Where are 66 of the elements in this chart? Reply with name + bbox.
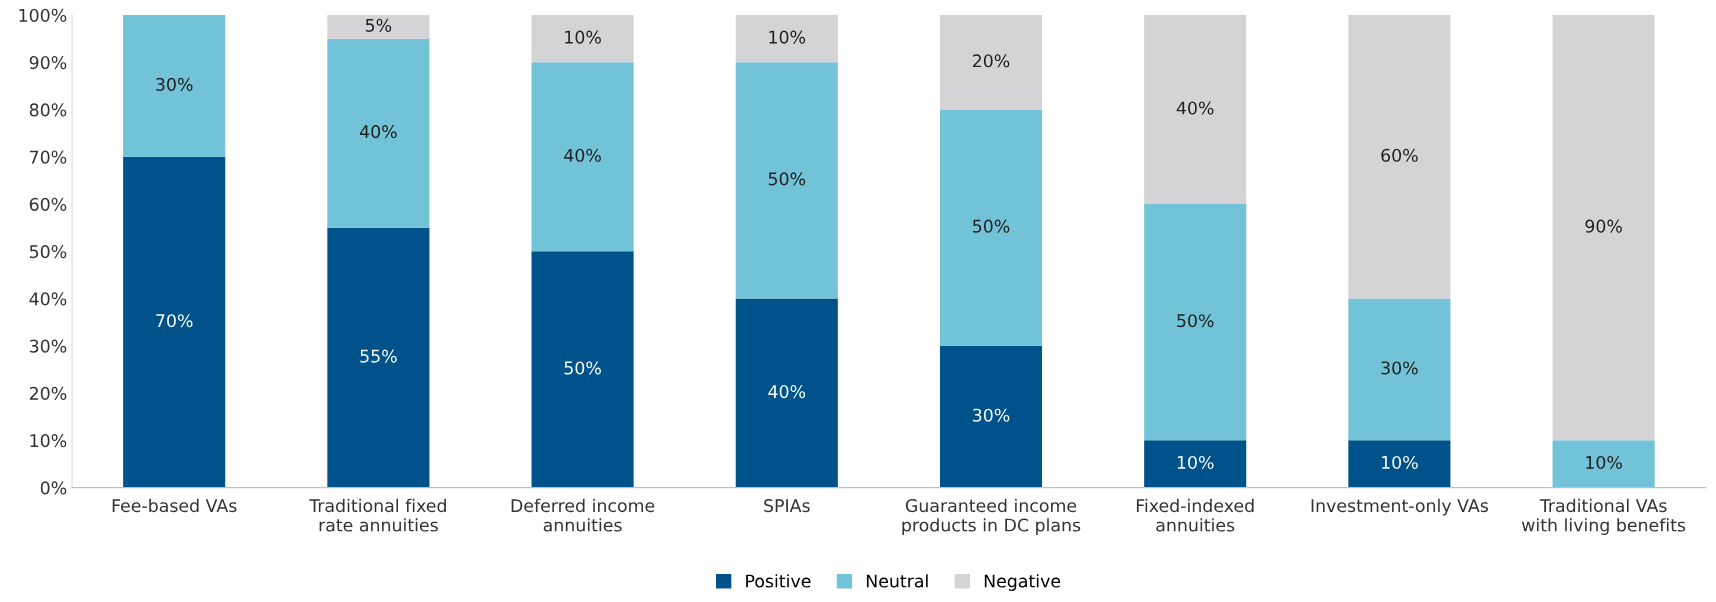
- data-label: 70%: [156, 314, 193, 328]
- data-label: 20%: [972, 54, 1010, 68]
- bar: [1348, 298, 1451, 441]
- y-tick-label: 90%: [29, 56, 67, 70]
- x-tick-label: Fee-based VAs: [112, 498, 237, 513]
- y-tick-label: 40%: [29, 292, 67, 306]
- bar: [735, 62, 838, 299]
- bar: [327, 38, 430, 228]
- bar: [1348, 15, 1451, 299]
- y-tick-label: 50%: [29, 245, 67, 259]
- bar: [327, 227, 430, 488]
- bar: [939, 109, 1043, 346]
- data-label: 10%: [1177, 455, 1214, 470]
- bar: [1348, 440, 1451, 488]
- data-label: 50%: [768, 172, 806, 186]
- bar: [123, 15, 226, 157]
- y-tick-label: 30%: [29, 339, 67, 353]
- bar: [1144, 440, 1247, 488]
- y-tick-label: 100%: [19, 8, 67, 22]
- data-label: 10%: [565, 30, 601, 44]
- data-label: 10%: [1382, 455, 1418, 470]
- data-label: 50%: [973, 219, 1010, 233]
- x-tick-label: Investment-only VAs: [1311, 498, 1488, 516]
- bar: [1144, 204, 1247, 441]
- y-tick-label: 60%: [29, 197, 67, 211]
- bar: [735, 298, 838, 488]
- bar: [1144, 15, 1247, 205]
- data-label: 30%: [156, 77, 193, 91]
- bar: [123, 156, 226, 488]
- x-tick-label: SPIAs: [764, 499, 810, 513]
- bar: [531, 15, 634, 63]
- y-tick-label: 80%: [29, 103, 67, 117]
- data-label: 30%: [973, 408, 1010, 422]
- data-label: 50%: [564, 361, 601, 375]
- legend-label: Negative: [984, 574, 1061, 591]
- data-label: 90%: [1585, 219, 1622, 233]
- legend-label: Positive: [746, 574, 811, 588]
- bar: [939, 345, 1043, 488]
- x-tick-label: Fixed-indexed annuities: [1136, 498, 1254, 532]
- bar: [735, 15, 838, 63]
- data-label: 5%: [365, 18, 392, 32]
- data-label: 40%: [768, 385, 806, 399]
- data-label: 60%: [1381, 148, 1418, 162]
- y-tick-label: 20%: [29, 386, 67, 400]
- data-label: 10%: [769, 30, 806, 44]
- data-label: 40%: [1176, 101, 1214, 115]
- y-tick-label: 70%: [30, 150, 67, 164]
- bar: [531, 62, 634, 252]
- data-label: 55%: [360, 349, 397, 363]
- data-label: 50%: [1177, 314, 1214, 328]
- x-tick-label: Guaranteed income products in DC plans: [902, 498, 1081, 535]
- x-tick-label: Deferred income annuities: [511, 498, 655, 532]
- x-tick-label: Traditional VAs with living benefits: [1521, 498, 1686, 535]
- y-tick-label: 10%: [30, 434, 67, 448]
- bar: [939, 15, 1043, 110]
- bar: [1552, 15, 1655, 441]
- y-tick-label: 0%: [40, 481, 67, 495]
- data-label: 40%: [564, 148, 601, 162]
- data-label: 10%: [1586, 455, 1622, 470]
- bar: [1552, 440, 1655, 488]
- legend-label: Neutral: [866, 574, 928, 588]
- bar: [327, 15, 430, 39]
- bar: [531, 251, 634, 488]
- x-tick-label: Traditional fixed rate annuities: [309, 498, 446, 532]
- data-label: 40%: [359, 125, 397, 139]
- data-label: 30%: [1381, 361, 1418, 375]
